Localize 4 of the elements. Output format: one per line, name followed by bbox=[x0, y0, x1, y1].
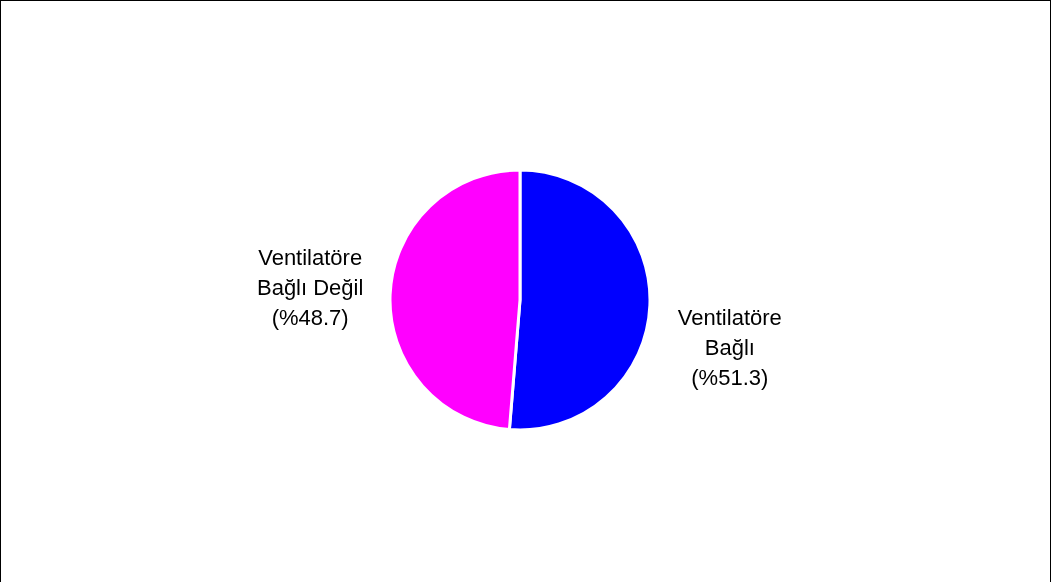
slice-label: Ventilatöre Bağlı bbox=[677, 305, 782, 360]
data-label: (%48.7) bbox=[271, 305, 349, 330]
slice-label: Ventilatöre Bağlı Değil bbox=[256, 245, 364, 300]
data-label: (%51.3) bbox=[691, 365, 769, 390]
